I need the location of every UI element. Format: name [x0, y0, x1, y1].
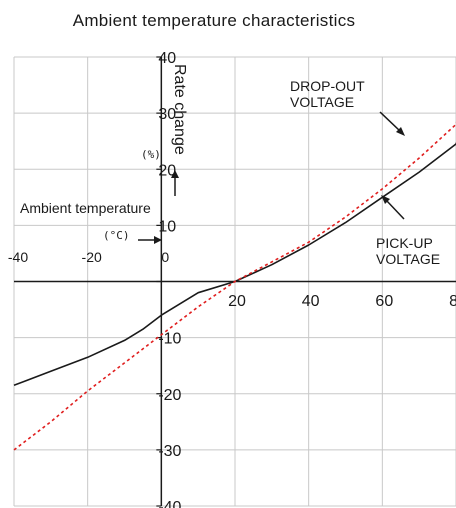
dropout-voltage-line [13, 121, 456, 451]
y-tick-label: -30 [158, 443, 181, 460]
dropout-label-line1: DROP-OUT [290, 78, 365, 94]
dropout-arrow-icon [379, 111, 405, 136]
y-axis-label: Rate change [171, 64, 188, 155]
x-axis-label: Ambient temperature [20, 200, 151, 216]
y-tick-label: 20 [158, 162, 176, 179]
x-tick-label: 40 [302, 293, 320, 310]
chart-title: Ambient temperature characteristics [73, 11, 356, 30]
y-tick-label: 30 [158, 106, 176, 123]
x-arrow-icon [138, 236, 162, 244]
y-arrow-icon [171, 170, 179, 196]
y-tick-label: -40 [158, 499, 181, 508]
y-tick-label: -20 [158, 387, 181, 404]
x-tick-label: 80 [449, 293, 456, 310]
x-tick-label: 0 [161, 249, 169, 265]
x-tick-label: -20 [82, 249, 102, 265]
x-tick-label: 20 [228, 293, 246, 310]
x-axis-unit: (°C) [103, 229, 130, 242]
dropout-label-line2: VOLTAGE [290, 94, 354, 110]
x-tick-label: 60 [375, 293, 393, 310]
y-axis-unit: (%) [141, 148, 161, 161]
x-tick-label: -40 [8, 249, 28, 265]
series-lines [13, 121, 456, 451]
y-tick-label: 40 [158, 50, 176, 67]
y-tick-label: -10 [158, 331, 181, 348]
pickup-arrow-icon [381, 195, 405, 220]
pickup-label-line1: PICK-UP [376, 235, 433, 251]
y-tick-label: 10 [158, 218, 176, 235]
pickup-label-line2: VOLTAGE [376, 251, 440, 267]
tick-labels: -40 -20 0 20 40 60 80 40 30 20 10 -10 -20 -30 -40 [8, 50, 456, 508]
